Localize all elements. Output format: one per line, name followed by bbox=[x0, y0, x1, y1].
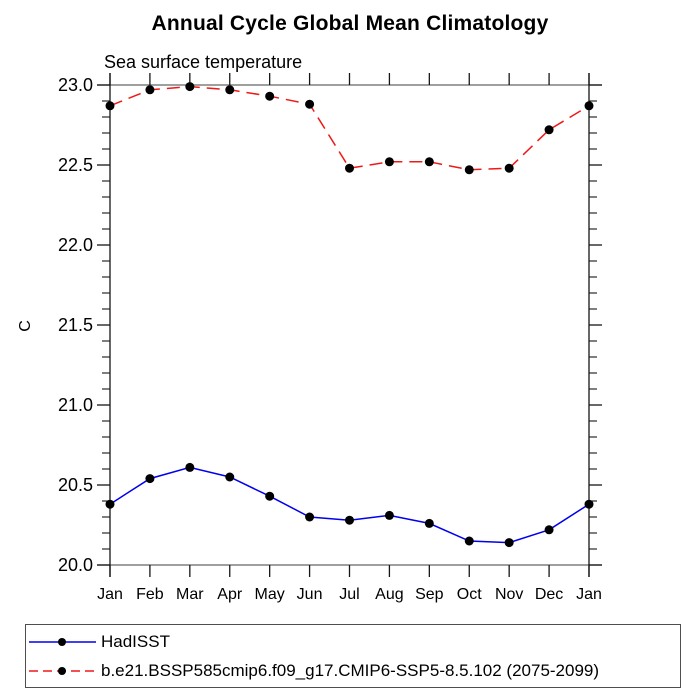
data-point-marker bbox=[584, 499, 594, 509]
data-point-marker bbox=[305, 512, 315, 522]
legend-item-hadisst: HadISST bbox=[28, 627, 680, 656]
data-point-marker bbox=[225, 85, 235, 95]
x-tick-label: Sep bbox=[415, 586, 444, 603]
legend-marker-dot bbox=[58, 666, 66, 675]
data-point-marker bbox=[185, 82, 195, 92]
series-line-hadisst bbox=[109, 466, 590, 544]
data-point-marker bbox=[265, 491, 275, 501]
x-tick-label: Jul bbox=[339, 586, 359, 603]
y-tick-label: 20.5 bbox=[58, 475, 93, 495]
data-point-marker bbox=[345, 163, 354, 173]
data-point-marker bbox=[584, 101, 594, 111]
x-tick-label: Mar bbox=[176, 586, 204, 603]
x-tick-label: Feb bbox=[136, 586, 164, 603]
data-point-marker bbox=[424, 518, 434, 528]
legend-marker-dot bbox=[58, 637, 66, 646]
data-point-marker bbox=[504, 538, 514, 548]
legend-label-model: b.e21.BSSP585cmip6.f09_g17.CMIP6-SSP5-8.… bbox=[101, 660, 600, 680]
data-point-marker bbox=[305, 99, 315, 109]
x-tick-label: Jan bbox=[97, 586, 123, 603]
data-point-marker bbox=[185, 462, 195, 472]
data-point-marker bbox=[464, 536, 474, 546]
data-point-marker bbox=[384, 510, 394, 520]
series-line-model bbox=[109, 85, 590, 171]
x-tick-label: May bbox=[255, 586, 285, 603]
data-point-marker bbox=[384, 157, 394, 167]
y-tick-label: 20.0 bbox=[58, 555, 93, 575]
legend-item-model: b.e21.BSSP585cmip6.f09_g17.CMIP6-SSP5-8.… bbox=[28, 656, 680, 685]
legend-dashed-line-sample bbox=[29, 666, 96, 675]
x-tick-label: Jun bbox=[297, 586, 323, 603]
x-tick-label: Aug bbox=[375, 586, 403, 603]
data-point-marker bbox=[345, 515, 354, 525]
data-point-marker bbox=[225, 472, 235, 482]
y-tick-label: 22.5 bbox=[58, 155, 93, 175]
x-tick-label: Oct bbox=[457, 586, 482, 603]
data-point-marker bbox=[464, 165, 474, 175]
data-point-marker bbox=[145, 85, 155, 95]
legend-box: HadISST b.e21.BSSP585cmip6.f09_g17.CMIP6… bbox=[25, 624, 681, 688]
y-tick-label: 22.0 bbox=[58, 235, 93, 255]
x-tick-label: Apr bbox=[217, 586, 243, 603]
chart-subtitle: Sea surface temperature bbox=[104, 52, 303, 72]
y-tick-label: 21.5 bbox=[58, 315, 93, 335]
data-point-marker bbox=[265, 91, 275, 101]
data-point-marker bbox=[544, 125, 554, 135]
y-tick-label: 21.0 bbox=[58, 395, 93, 415]
data-point-marker bbox=[105, 499, 115, 509]
data-point-marker bbox=[145, 474, 155, 484]
data-point-marker bbox=[544, 525, 554, 535]
y-tick-label: 23.0 bbox=[58, 75, 93, 95]
legend-label-hadisst: HadISST bbox=[101, 631, 170, 651]
data-point-marker bbox=[504, 163, 514, 173]
data-point-marker bbox=[424, 157, 434, 167]
x-tick-label: Jan bbox=[576, 586, 602, 603]
data-point-marker bbox=[105, 101, 115, 111]
chart-title: Annual Cycle Global Mean Climatology bbox=[151, 12, 549, 35]
legend-solid-line-sample bbox=[29, 637, 96, 646]
x-tick-label: Nov bbox=[495, 586, 523, 603]
x-tick-label: Dec bbox=[535, 586, 563, 603]
